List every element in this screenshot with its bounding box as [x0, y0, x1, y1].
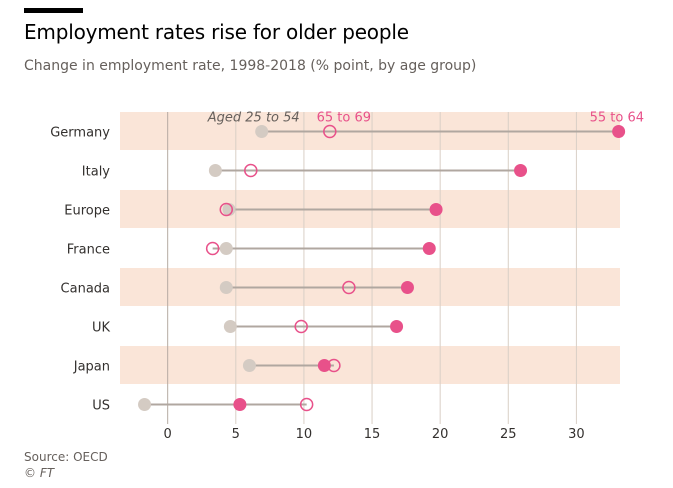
legend-label-55-64: 55 to 64	[590, 111, 644, 126]
point-aged-25-54	[242, 359, 256, 372]
point-55-64	[422, 242, 436, 255]
credit-note: © FT	[24, 466, 55, 480]
source-note: Source: OECD	[24, 450, 108, 464]
data-row	[205, 241, 436, 256]
point-aged-25-54	[208, 164, 222, 177]
data-row	[208, 163, 528, 178]
ft-top-rule	[24, 8, 83, 13]
x-tick-label: 20	[432, 427, 449, 442]
x-tick-label: 15	[364, 427, 381, 442]
data-row	[219, 202, 443, 217]
point-55-64	[429, 203, 443, 216]
point-65-69	[244, 163, 258, 178]
x-tick-labels: 0 5 10 15 20 25 30	[164, 427, 585, 442]
gridlines	[167, 112, 577, 424]
chart-subtitle: Change in employment rate, 1998-2018 (% …	[24, 58, 477, 74]
x-tick-label: 0	[164, 427, 172, 442]
point-55-64	[233, 398, 247, 411]
data-row	[219, 280, 414, 295]
chart-title: Employment rates rise for older people	[24, 20, 409, 44]
x-tick-label: 10	[296, 427, 313, 442]
row-band	[120, 346, 620, 384]
category-label: US	[92, 399, 110, 414]
point-65-69	[294, 319, 308, 334]
point-aged-25-54	[223, 320, 237, 333]
point-55-64	[317, 359, 331, 372]
point-55-64	[400, 281, 414, 294]
x-tick-label: 25	[500, 427, 517, 442]
category-label: Europe	[64, 204, 110, 219]
category-label: UK	[92, 321, 111, 336]
point-55-64	[390, 320, 404, 333]
data-row	[255, 124, 626, 139]
data-row	[138, 397, 314, 412]
point-aged-25-54	[255, 125, 269, 138]
data-rows	[138, 124, 626, 412]
inline-legend: Aged 25 to 54 65 to 69 55 to 64	[207, 111, 644, 126]
x-tick-label: 5	[232, 427, 240, 442]
category-labels: Germany Italy Europe France Canada UK Japan US	[50, 126, 110, 414]
point-65-69	[342, 280, 356, 295]
category-label: Germany	[50, 126, 110, 141]
point-aged-25-54	[219, 242, 233, 255]
data-row	[242, 358, 341, 373]
point-65-69	[219, 202, 234, 217]
point-aged-25-54	[219, 281, 233, 294]
category-label: Italy	[82, 165, 111, 180]
point-55-64	[514, 164, 528, 177]
category-label: France	[67, 243, 110, 258]
data-row	[223, 319, 404, 334]
point-65-69	[205, 241, 220, 256]
point-55-64	[612, 125, 626, 138]
legend-label-65-69: 65 to 69	[317, 111, 371, 126]
point-aged-25-54	[222, 203, 236, 216]
x-tick-label: 30	[568, 427, 585, 442]
category-label: Canada	[61, 282, 110, 297]
point-65-69	[323, 124, 337, 139]
legend-label-aged-25-54: Aged 25 to 54	[207, 111, 300, 126]
category-label: Japan	[73, 360, 110, 375]
point-aged-25-54	[138, 398, 152, 411]
point-65-69	[299, 397, 314, 412]
